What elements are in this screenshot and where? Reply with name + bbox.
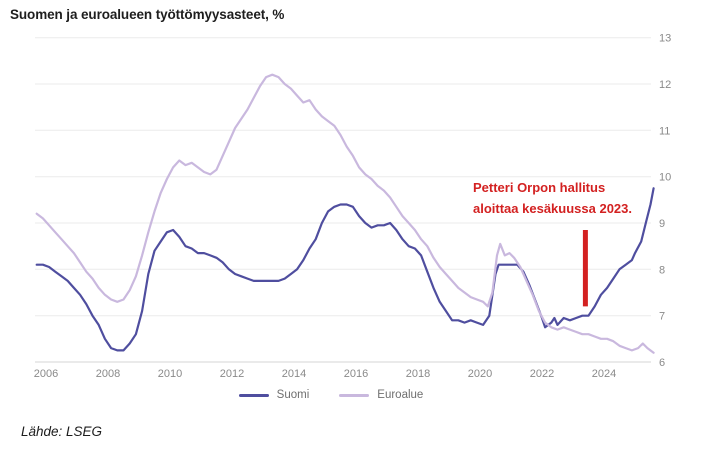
annotation-line-1: Petteri Orpon hallitus	[473, 180, 606, 195]
suomi-line	[35, 187, 655, 352]
svg-text:7: 7	[659, 311, 665, 323]
legend-item-suomi: Suomi	[238, 389, 310, 401]
legend-label-euroalue: Euroalue	[377, 389, 424, 401]
svg-text:2008: 2008	[96, 368, 120, 380]
legend-item-euroalue: Euroalue	[339, 389, 423, 401]
annotation-line-2: aloittaa kesäkuussa 2023.	[473, 201, 632, 216]
svg-text:11: 11	[659, 125, 670, 137]
svg-text:2006: 2006	[34, 368, 58, 380]
svg-text:2014: 2014	[282, 368, 306, 380]
svg-text:10: 10	[659, 172, 671, 184]
chart-legend: Suomi Euroalue	[0, 389, 662, 401]
annotation-text: Petteri Orpon hallitus aloittaa kesäkuus…	[473, 177, 651, 219]
euroalue-line	[35, 73, 655, 354]
svg-text:2016: 2016	[344, 368, 368, 380]
svg-text:6: 6	[659, 357, 665, 369]
svg-text:2022: 2022	[530, 368, 554, 380]
svg-text:2010: 2010	[158, 368, 182, 380]
svg-text:2018: 2018	[406, 368, 430, 380]
suomi-line-swatch	[238, 393, 269, 397]
legend-label-suomi: Suomi	[276, 389, 310, 401]
svg-text:13: 13	[659, 33, 671, 45]
euroalue-line-swatch	[339, 393, 370, 397]
svg-text:8: 8	[659, 264, 665, 276]
svg-text:2012: 2012	[220, 368, 244, 380]
svg-text:2020: 2020	[468, 368, 492, 380]
svg-text:2024: 2024	[592, 368, 616, 380]
svg-text:12: 12	[659, 79, 671, 91]
svg-text:9: 9	[659, 218, 665, 230]
source-text: Lähde: LSEG	[21, 424, 103, 439]
page-title: Suomen ja euroalueen työttömyysasteet, %	[10, 7, 285, 22]
